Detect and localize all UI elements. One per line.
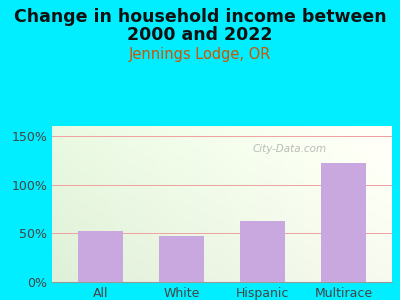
Bar	[159, 236, 204, 282]
Bar	[78, 231, 123, 282]
Text: 2000 and 2022: 2000 and 2022	[127, 26, 273, 44]
Text: Jennings Lodge, OR: Jennings Lodge, OR	[129, 46, 271, 62]
Bar	[321, 163, 366, 282]
Text: City-Data.com: City-Data.com	[253, 144, 327, 154]
Text: Change in household income between: Change in household income between	[14, 8, 386, 26]
Bar	[240, 220, 285, 282]
